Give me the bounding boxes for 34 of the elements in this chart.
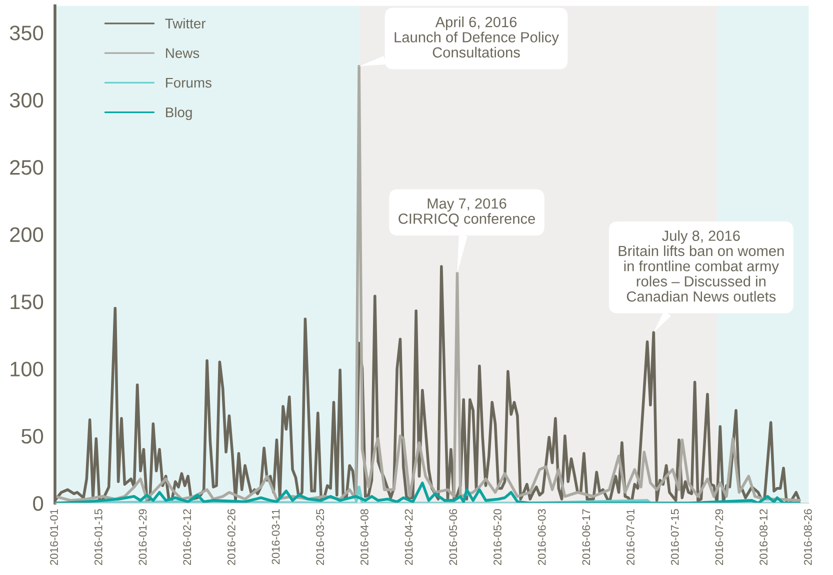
y-tick-label: 0 [33, 496, 44, 511]
y-tick-label: 250 [10, 160, 44, 175]
x-tick-label: 2016-07-29 [715, 509, 724, 565]
y-tick-label: 350 [10, 26, 44, 40]
x-tick-label: 2016-03-25 [316, 509, 324, 565]
x-tick-label: 2016-05-20 [494, 509, 502, 565]
annotation: July 8, 2016 Britain lifts ban on women in frontline combat army roles – Discussed in Canadian News outlets [618, 230, 784, 302]
x-tick-label: 2016-06-17 [582, 509, 590, 565]
y-tick-label: 150 [10, 294, 44, 310]
x-tick-label: 2016-07-01 [626, 509, 634, 565]
line-series [54, 482, 801, 504]
x-tick-label: 2016-01-01 [50, 509, 58, 565]
legend-label: Forums [166, 78, 212, 88]
annotation: May 7, 2016 CIRRICQ conference [398, 198, 535, 226]
x-tick-label: 2016-02-12 [183, 509, 191, 565]
y-tick-label: 100 [10, 362, 44, 376]
legend-label: Twitter [165, 18, 206, 28]
x-tick-label: 2016-06-03 [538, 509, 546, 565]
legend-label: News [166, 48, 200, 58]
y-tick-label: 200 [10, 227, 44, 242]
y-tick-label: 300 [10, 92, 44, 108]
x-tick-label: 2016-04-08 [360, 509, 368, 565]
x-tick-label: 2016-03-11 [272, 509, 280, 564]
x-tick-label: 2016-04-22 [404, 509, 413, 565]
x-tick-label: 2016-01-15 [94, 509, 102, 565]
annotation: April 6, 2016 Launch of Defence Policy Consultations [394, 16, 559, 58]
x-tick-label: 2016-02-26 [227, 509, 236, 565]
legend-label: Blog [166, 107, 192, 120]
x-tick-label: 2016-08-26 [804, 509, 812, 565]
x-tick-label: 2016-01-29 [138, 509, 147, 565]
x-tick-label: 2016-08-12 [760, 509, 768, 565]
x-tick-label: 2016-05-06 [449, 509, 458, 565]
y-tick-label: 50 [22, 428, 44, 444]
x-tick-label: 2016-07-15 [670, 509, 679, 565]
